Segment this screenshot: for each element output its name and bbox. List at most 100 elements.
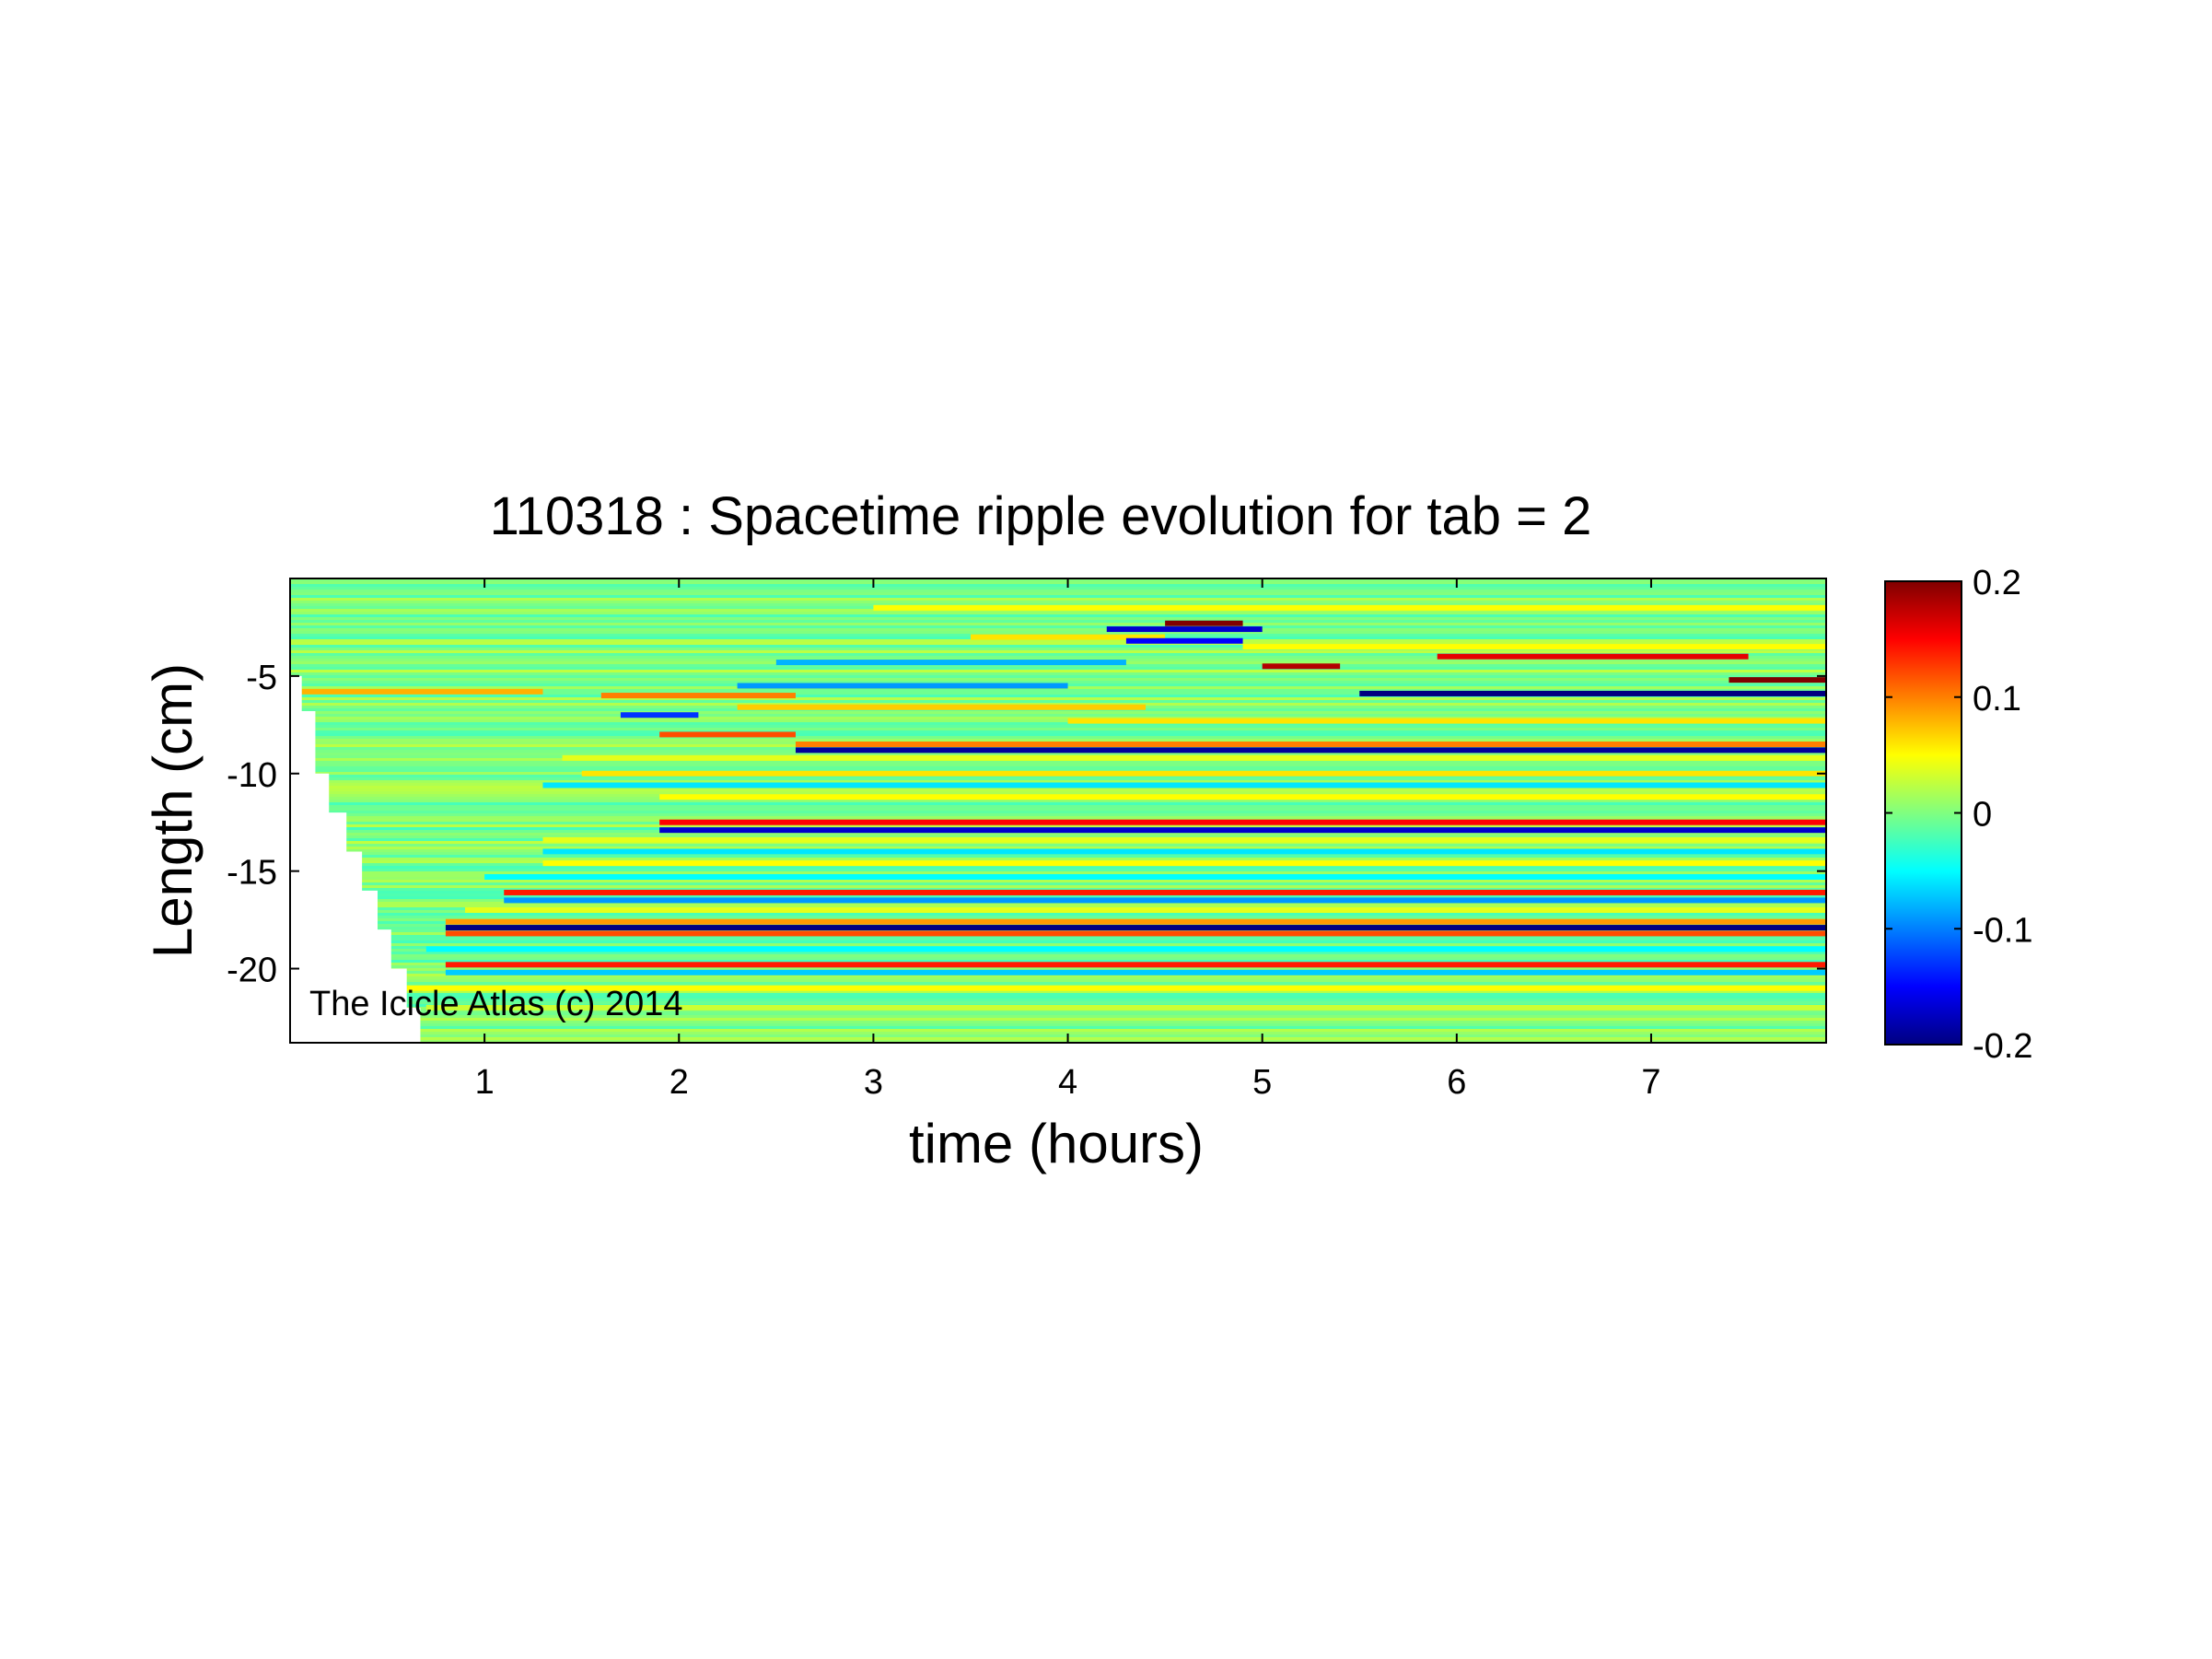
texture-stripe bbox=[290, 714, 1826, 717]
texture-stripe bbox=[290, 824, 1826, 827]
heatmap-band bbox=[406, 985, 1826, 991]
heatmap-band bbox=[542, 836, 1826, 843]
heatmap-band bbox=[873, 604, 1826, 611]
texture-stripe bbox=[290, 739, 1826, 742]
texture-stripe bbox=[290, 590, 1826, 592]
heatmap-band bbox=[737, 704, 1147, 710]
texture-stripe bbox=[290, 695, 1826, 697]
texture-stripe bbox=[290, 802, 1826, 805]
texture-stripe bbox=[290, 996, 1826, 999]
heatmap-band bbox=[659, 819, 1826, 825]
texture-stripe bbox=[290, 581, 1826, 584]
heatmap-band bbox=[445, 918, 1826, 925]
texture-stripe bbox=[290, 952, 1826, 954]
texture-stripe bbox=[290, 816, 1826, 819]
texture-stripe bbox=[290, 999, 1826, 1001]
texture-stripe bbox=[290, 979, 1826, 982]
texture-stripe bbox=[290, 664, 1826, 667]
texture-stripe bbox=[290, 777, 1826, 780]
heatmap-band bbox=[1359, 690, 1826, 696]
texture-stripe bbox=[290, 719, 1826, 722]
plot-frame bbox=[289, 578, 1827, 1044]
heatmap-band bbox=[1437, 653, 1749, 660]
heatmap-bands bbox=[290, 578, 1826, 1043]
heatmap-band bbox=[445, 962, 1826, 968]
texture-stripe bbox=[290, 766, 1826, 769]
texture-stripe bbox=[290, 672, 1826, 675]
texture-stripe bbox=[290, 642, 1826, 645]
heatmap-band bbox=[659, 731, 796, 738]
heatmap-band bbox=[600, 693, 796, 699]
heatmap-band bbox=[581, 770, 1826, 777]
texture-stripe bbox=[290, 789, 1826, 791]
heatmap-plot: 1 2 3 4 5 6 7 -5 -10 -15 -20 The Icicle Atlas (c)… bbox=[227, 578, 1827, 1102]
texture-stripe bbox=[290, 598, 1826, 601]
heatmap-band bbox=[1729, 677, 1826, 683]
x-axis-label: time (hours) bbox=[909, 1113, 1204, 1174]
texture-stripe bbox=[290, 913, 1826, 916]
texture-stripe bbox=[290, 587, 1826, 590]
texture-stripe bbox=[290, 675, 1826, 678]
y-tick-label: -5 bbox=[246, 659, 277, 697]
texture-stripe bbox=[290, 722, 1826, 725]
texture-stripe bbox=[290, 717, 1826, 719]
heatmap-band bbox=[737, 683, 1068, 689]
texture-stripe bbox=[290, 614, 1826, 617]
texture-stripe bbox=[290, 844, 1826, 847]
colorbar-scale bbox=[1884, 580, 1962, 1046]
colorbar-ticks: 0.2 0.1 0 -0.1 -0.2 bbox=[1885, 564, 2032, 1066]
texture-stripe bbox=[290, 733, 1826, 736]
texture-stripe bbox=[290, 813, 1826, 816]
texture-stripe bbox=[290, 835, 1826, 838]
x-tick-label: 2 bbox=[669, 1063, 689, 1102]
texture-stripe bbox=[290, 1012, 1826, 1015]
texture-stripe bbox=[290, 639, 1826, 642]
y-tick-label: -20 bbox=[227, 952, 277, 990]
texture-stripe bbox=[290, 1034, 1826, 1037]
y-tick-label: -10 bbox=[227, 756, 277, 795]
texture-stripe bbox=[290, 1021, 1826, 1023]
texture-stripe bbox=[290, 725, 1826, 728]
texture-stripe bbox=[290, 601, 1826, 603]
texture-stripe bbox=[290, 1037, 1826, 1040]
growth-front-mask bbox=[290, 602, 435, 1043]
heatmap-band bbox=[301, 688, 543, 695]
texture-stripe bbox=[290, 623, 1826, 625]
texture-stripe bbox=[290, 905, 1826, 907]
heatmap-band bbox=[1242, 644, 1826, 650]
texture-stripe bbox=[290, 780, 1826, 783]
y-tick-label: -15 bbox=[227, 854, 277, 893]
texture-stripe bbox=[290, 811, 1826, 813]
heatmap-band bbox=[504, 889, 1826, 895]
heatmap-band bbox=[562, 754, 1826, 761]
texture-stripe bbox=[290, 645, 1826, 648]
texture-stripe bbox=[290, 592, 1826, 595]
heatmap-band bbox=[795, 747, 1826, 754]
colorbar-tick-label: 0 bbox=[1973, 796, 1992, 835]
heatmap-band bbox=[775, 660, 1126, 666]
texture-stripe bbox=[290, 1040, 1826, 1043]
texture-stripe bbox=[290, 656, 1826, 659]
y-axis-label: Length (cm) bbox=[142, 663, 204, 958]
y-axis-ticks: -5 -10 -15 -20 bbox=[227, 659, 1826, 990]
texture-stripe bbox=[290, 1010, 1826, 1012]
colorbar-tick-label: -0.1 bbox=[1973, 911, 2032, 950]
heatmap-band bbox=[795, 742, 1826, 747]
chart-title: 110318 : Spacetime ripple evolution for … bbox=[490, 486, 1592, 546]
texture-stripe bbox=[290, 833, 1826, 835]
texture-stripe bbox=[290, 888, 1826, 891]
texture-stripe bbox=[290, 869, 1826, 871]
heatmap-band bbox=[445, 925, 1826, 931]
texture-stripe bbox=[290, 1001, 1826, 1004]
texture-stripe bbox=[290, 960, 1826, 963]
texture-stripe bbox=[290, 805, 1826, 808]
texture-stripe bbox=[290, 711, 1826, 714]
x-axis-ticks: 1 2 3 4 5 6 7 bbox=[475, 578, 1661, 1102]
heatmap-band bbox=[484, 874, 1826, 880]
heatmap-band bbox=[425, 946, 1826, 952]
texture-stripe bbox=[290, 595, 1826, 598]
heatmap-band bbox=[445, 969, 1826, 976]
texture-stripe bbox=[290, 689, 1826, 692]
texture-stripe bbox=[290, 943, 1826, 946]
